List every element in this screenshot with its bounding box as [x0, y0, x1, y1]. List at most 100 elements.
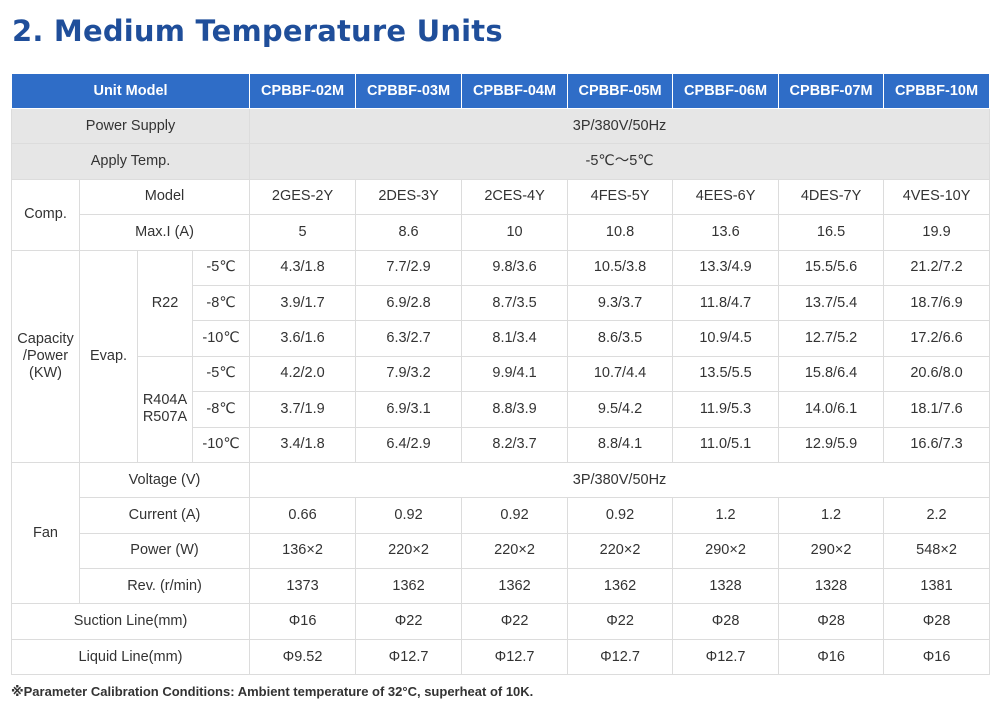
table-cell: 10.8: [567, 214, 674, 251]
table-cell: 136×2: [249, 532, 357, 570]
table-cell: 6.9/2.8: [355, 284, 463, 322]
table-cell: 8.2/3.7: [461, 426, 569, 463]
table-cell: 220×2: [461, 532, 569, 570]
table-cell: 290×2: [672, 532, 780, 570]
table-cell: 6.3/2.7: [355, 320, 463, 357]
table-cell: 5: [249, 214, 357, 251]
capacity-row: R404A R507A -5℃ 4.2/2.0 7.9/3.2 9.9/4.1 …: [12, 355, 991, 463]
table-cell: 15.8/6.4: [778, 355, 885, 393]
capacity-row: -10℃ 3.4/1.8 6.4/2.9 8.2/3.7 8.8/4.1 11.…: [12, 426, 991, 463]
table-cell: 13.5/5.5: [672, 355, 780, 393]
table-cell: 11.0/5.1: [672, 426, 780, 463]
table-cell: 1362: [355, 568, 463, 605]
row-label: Liquid Line(mm): [10, 638, 251, 676]
table-cell: 0.92: [567, 497, 674, 534]
table-cell: Φ9.52: [249, 638, 357, 676]
table-cell: 8.6: [355, 214, 463, 251]
table-cell: 220×2: [567, 532, 674, 570]
table-cell: Φ12.7: [461, 638, 569, 676]
table-cell: 3.6/1.6: [249, 320, 357, 357]
suction-line-row: Suction Line(mm) Φ16 Φ22 Φ22 Φ22 Φ28 Φ28…: [10, 603, 991, 640]
fan-voltage-value: 3P/380V/50Hz: [249, 461, 991, 499]
table-cell: 4DES-7Y: [778, 178, 885, 216]
comp-maxi-row: Max.I (A) 5 8.6 10 10.8 13.6 16.5 19.9: [12, 214, 991, 251]
fan-power-row: Power (W) 136×2 220×2 220×2 220×2 290×2 …: [12, 532, 991, 570]
table-cell: Φ22: [461, 603, 569, 640]
model-header: CPBBF-03M: [355, 73, 463, 109]
apply-temp-value: -5℃～5℃: [249, 143, 991, 180]
table-cell: 10.7/4.4: [567, 355, 674, 393]
table-cell: 2CES-4Y: [461, 178, 569, 216]
table-cell: 9.5/4.2: [567, 391, 674, 428]
table-cell: Φ16: [883, 638, 991, 676]
row-label: Power (W): [78, 532, 251, 570]
table-cell: 13.6: [672, 214, 780, 251]
table-cell: 16.5: [778, 214, 885, 251]
table-cell: Φ12.7: [355, 638, 463, 676]
capacity-row: -8℃ 3.9/1.7 6.9/2.8 8.7/3.5 9.3/3.7 11.8…: [12, 284, 991, 322]
table-cell: 10.5/3.8: [567, 249, 674, 286]
table-cell: 9.8/3.6: [461, 249, 569, 286]
table-cell: 7.7/2.9: [355, 249, 463, 286]
table-cell: Φ12.7: [672, 638, 780, 676]
comp-group-label: Comp.: [11, 178, 80, 251]
model-header: CPBBF-10M: [883, 73, 991, 109]
table-cell: 0.92: [355, 497, 463, 534]
spec-table: Unit Model CPBBF-02M CPBBF-03M CPBBF-04M…: [10, 73, 991, 676]
row-label: Power Supply: [10, 107, 251, 145]
fan-current-row: Current (A) 0.66 0.92 0.92 0.92 1.2 1.2 …: [12, 497, 991, 534]
liquid-line-row: Liquid Line(mm) Φ9.52 Φ12.7 Φ12.7 Φ12.7 …: [10, 638, 991, 676]
table-cell: Φ12.7: [567, 638, 674, 676]
table-cell: 4.3/1.8: [249, 249, 357, 286]
table-cell: 1.2: [672, 497, 780, 534]
table-cell: 3.4/1.8: [249, 426, 357, 463]
model-header: CPBBF-07M: [778, 73, 885, 109]
fan-rev-row: Rev. (r/min) 1373 1362 1362 1362 1328 13…: [12, 568, 991, 605]
table-cell: 8.8/4.1: [567, 426, 674, 463]
row-label: Voltage (V): [78, 461, 251, 499]
table-cell: Φ16: [249, 603, 357, 640]
table-cell: 1362: [567, 568, 674, 605]
table-cell: 1373: [249, 568, 357, 605]
table-cell: 6.4/2.9: [355, 426, 463, 463]
table-cell: 9.9/4.1: [461, 355, 569, 393]
row-label: Apply Temp.: [10, 143, 251, 180]
refrigerant-r22-label: R22: [137, 249, 193, 357]
row-label: Rev. (r/min): [78, 568, 251, 605]
capacity-row: -8℃ 3.7/1.9 6.9/3.1 8.8/3.9 9.5/4.2 11.9…: [12, 391, 991, 428]
row-label: Model: [78, 178, 251, 216]
row-label: Current (A): [78, 497, 251, 534]
table-cell: 1.2: [778, 497, 885, 534]
table-cell: 16.6/7.3: [883, 426, 991, 463]
table-cell: 10.9/4.5: [672, 320, 780, 357]
table-cell: 0.66: [249, 497, 357, 534]
table-cell: 1381: [883, 568, 991, 605]
footnote: ※Parameter Calibration Conditions: Ambie…: [11, 684, 534, 699]
table-cell: 10: [461, 214, 569, 251]
table-cell: 6.9/3.1: [355, 391, 463, 428]
table-cell: 14.0/6.1: [778, 391, 885, 428]
table-cell: 1328: [672, 568, 780, 605]
table-cell: 1362: [461, 568, 569, 605]
table-cell: 4VES-10Y: [883, 178, 991, 216]
row-label: Suction Line(mm): [10, 603, 251, 640]
power-supply-row: Power Supply 3P/380V/50Hz: [10, 107, 991, 145]
temp-label: -8℃: [191, 391, 251, 428]
table-cell: Φ22: [355, 603, 463, 640]
table-cell: 13.3/4.9: [672, 249, 780, 286]
table-cell: 0.92: [461, 497, 569, 534]
table-cell: Φ22: [567, 603, 674, 640]
table-cell: 21.2/7.2: [883, 249, 991, 286]
table-cell: 548×2: [883, 532, 991, 570]
table-cell: 3.9/1.7: [249, 284, 357, 322]
refrigerant-label-line: R404A: [142, 392, 188, 409]
table-cell: 7.9/3.2: [355, 355, 463, 393]
table-cell: 15.5/5.6: [778, 249, 885, 286]
table-cell: 4EES-6Y: [672, 178, 780, 216]
page-title: 2. Medium Temperature Units: [12, 14, 503, 48]
model-header: CPBBF-02M: [249, 73, 357, 109]
model-header: CPBBF-05M: [567, 73, 674, 109]
table-cell: 9.3/3.7: [567, 284, 674, 322]
table-cell: 12.7/5.2: [778, 320, 885, 357]
temp-label: -10℃: [191, 320, 251, 357]
